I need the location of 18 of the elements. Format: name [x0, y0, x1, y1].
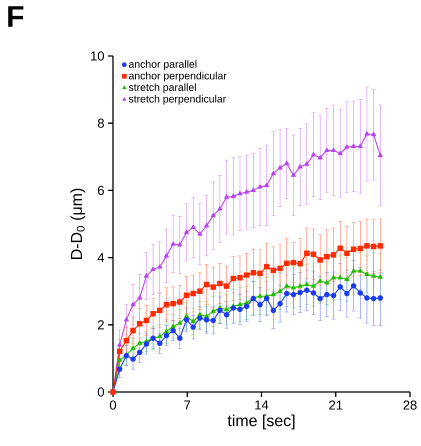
x-tick-label: 7	[184, 400, 190, 410]
y-tick-label: 10	[91, 51, 104, 61]
x-tick-label: 21	[329, 400, 342, 410]
legend-label: stretch parallel	[128, 83, 196, 94]
legend-label: stretch perpendicular	[128, 94, 226, 105]
chart-title: F	[8, 6, 24, 27]
y-axis-title: D-D$_{0}$ (μm)	[70, 188, 86, 259]
x-tick-label: 28	[403, 400, 417, 410]
x-axis-title: time [sec]	[228, 414, 294, 430]
legend-label: anchor perpendicular	[128, 72, 227, 82]
y-tick-label: 2	[98, 320, 104, 330]
legend-label: anchor parallel	[128, 60, 196, 70]
y-tick-label: 8	[98, 118, 104, 128]
x-tick-label: 14	[255, 400, 268, 410]
y-tick-label: 6	[98, 186, 104, 195]
x-tick-label: 0	[110, 400, 116, 410]
y-tick-label: 0	[98, 387, 104, 397]
y-tick-label: 4	[98, 253, 104, 262]
